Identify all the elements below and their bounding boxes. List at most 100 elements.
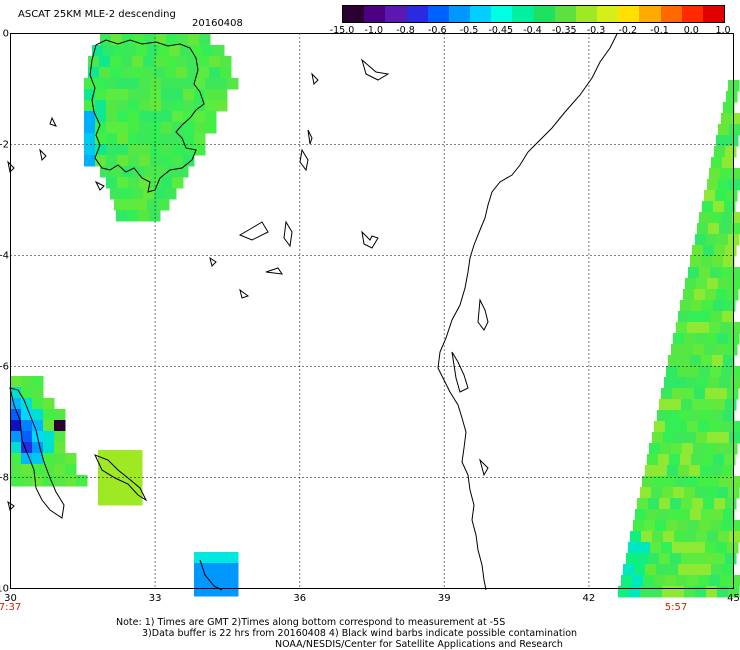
data-cell — [712, 410, 724, 422]
left-time-label: 7:37 — [0, 602, 21, 613]
data-cell — [114, 199, 126, 211]
data-cell — [720, 421, 732, 433]
data-cell — [701, 355, 713, 367]
data-cell — [709, 421, 721, 433]
data-cell — [172, 100, 184, 112]
data-cell — [21, 442, 33, 454]
lake-outline-12 — [94, 180, 105, 191]
data-cell — [643, 575, 655, 587]
data-cell — [672, 388, 684, 400]
data-cell — [715, 190, 727, 202]
data-cell — [166, 166, 178, 178]
data-cell — [652, 531, 664, 543]
data-cell — [103, 45, 115, 57]
data-cell — [668, 355, 680, 367]
data-cell — [707, 432, 719, 444]
data-cell — [216, 563, 228, 575]
data-cell — [10, 464, 22, 476]
data-cell — [689, 465, 701, 477]
data-cell — [697, 377, 709, 389]
data-cell — [95, 144, 107, 156]
data-cell — [32, 453, 44, 465]
data-cell — [125, 199, 137, 211]
data-cell — [147, 45, 159, 57]
data-cell — [183, 155, 195, 167]
data-cell — [121, 67, 133, 79]
data-cell — [205, 122, 217, 134]
data-cell — [710, 212, 722, 224]
longitude-label: 30 — [4, 593, 17, 604]
data-cell — [702, 300, 714, 312]
data-cell — [721, 366, 733, 378]
island-zanzibar — [451, 351, 469, 393]
data-cell — [117, 100, 129, 112]
data-cell — [708, 223, 720, 235]
data-cell — [161, 100, 173, 112]
data-cell — [132, 56, 144, 68]
data-cell — [150, 144, 162, 156]
data-cell — [32, 442, 44, 454]
data-cell — [724, 454, 736, 466]
data-cell — [722, 564, 734, 576]
data-cell — [676, 575, 688, 587]
data-cell — [161, 155, 173, 167]
data-cell — [106, 111, 118, 123]
data-cell — [128, 111, 140, 123]
data-cell — [690, 410, 702, 422]
data-cell — [650, 542, 662, 554]
data-cell — [120, 472, 132, 484]
data-cell — [637, 553, 649, 565]
data-cell — [150, 122, 162, 134]
latitude-labels: 0 -2 -4 -6 -8 -10 — [0, 29, 9, 595]
data-cell — [172, 111, 184, 123]
data-cell — [714, 498, 726, 510]
data-cell — [194, 133, 206, 145]
data-cell — [54, 475, 66, 487]
data-cell — [132, 188, 144, 200]
data-cell — [668, 509, 680, 521]
data-cell — [718, 179, 730, 191]
data-cell — [150, 78, 162, 90]
data-cell — [682, 344, 694, 356]
data-cell — [95, 100, 107, 112]
data-cell — [65, 464, 77, 476]
data-cell — [172, 122, 184, 134]
colorbar — [342, 5, 725, 23]
data-cell — [92, 45, 104, 57]
data-cell — [227, 574, 239, 586]
data-cell — [95, 122, 107, 134]
data-cell — [177, 166, 189, 178]
lake-victoria-outline — [89, 39, 205, 193]
data-cell — [117, 155, 129, 167]
colorbar-swatch — [639, 6, 661, 22]
data-cell — [685, 531, 697, 543]
colorbar-swatch — [702, 6, 725, 22]
data-cell — [65, 475, 77, 487]
data-cell — [155, 34, 167, 46]
data-cell — [724, 201, 736, 213]
data-cell — [131, 483, 143, 495]
data-cell — [172, 177, 184, 189]
data-cell — [731, 421, 740, 433]
data-cell — [661, 388, 673, 400]
data-cell — [695, 333, 707, 345]
data-cell — [730, 223, 740, 235]
data-cell — [709, 322, 721, 334]
data-cell — [99, 67, 111, 79]
data-cell — [662, 586, 674, 598]
data-cell — [685, 432, 697, 444]
lake-outline-13 — [239, 288, 250, 299]
data-cell — [133, 166, 145, 178]
lake-outline-7 — [307, 129, 313, 145]
data-cell — [205, 552, 217, 564]
latitude-label: -2 — [0, 140, 9, 151]
data-cell — [128, 89, 140, 101]
data-cell — [700, 564, 712, 576]
data-cell — [678, 564, 690, 576]
data-cell — [220, 56, 232, 68]
data-cell — [727, 289, 739, 301]
data-cell — [730, 476, 740, 488]
data-cell — [732, 366, 740, 378]
data-cell — [649, 443, 661, 455]
data-cell — [202, 45, 214, 57]
